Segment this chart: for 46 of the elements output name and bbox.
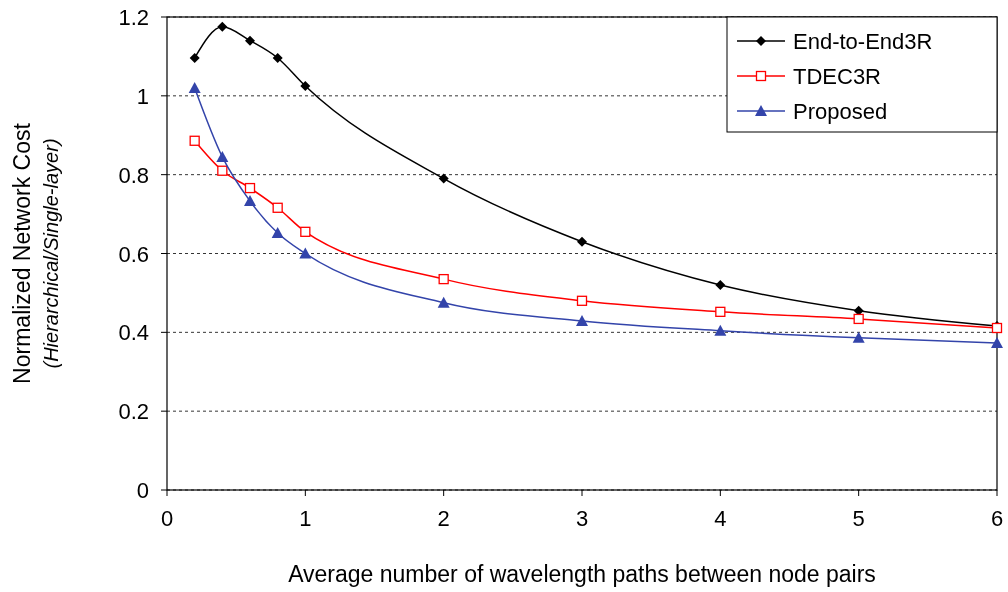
x-tick-label: 0: [160, 506, 174, 531]
point: [853, 313, 864, 325]
point: [189, 135, 200, 146]
x-axis-title: Average number of wavelength paths between node pairs: [288, 561, 876, 587]
point: [852, 331, 865, 343]
point: [438, 173, 449, 184]
legend-label: End-to-End3R: [793, 29, 933, 54]
x-tick-label: 1: [299, 506, 312, 531]
y-axis-title: Normalized Network Cost (Hierarchical/Single-layer): [9, 122, 62, 384]
y-tick-label: 1: [136, 83, 149, 109]
point: [217, 21, 228, 32]
x-tick-label: 5: [852, 506, 865, 531]
point: [577, 236, 587, 247]
x-tick-label: 2: [437, 506, 450, 531]
point: [437, 296, 450, 308]
point: [576, 314, 588, 326]
point: [189, 52, 200, 63]
point: [271, 227, 284, 238]
y-tick-label: 0.4: [118, 320, 149, 346]
point: [216, 150, 229, 162]
point: [272, 52, 283, 63]
y-tick-label: 0: [136, 478, 149, 503]
point: [300, 80, 311, 91]
point: [576, 295, 588, 306]
x-tick-label: 6: [990, 506, 1004, 531]
point: [244, 182, 256, 194]
legend-label: TDEC3R: [793, 64, 882, 89]
point: [245, 35, 255, 46]
point: [272, 202, 283, 213]
y-tick-label: 0.8: [118, 162, 149, 188]
x-tick-label: 3: [575, 506, 589, 531]
point: [217, 165, 228, 176]
point: [438, 273, 449, 285]
legend-label: Proposed: [793, 99, 888, 124]
point: [299, 247, 312, 259]
y-tick-label: 1.2: [118, 5, 149, 30]
point: [714, 324, 727, 336]
point: [715, 306, 726, 317]
point: [991, 336, 1003, 348]
y-tick-label: 0.6: [118, 241, 149, 267]
point: [715, 280, 726, 291]
y-tick-label: 0.2: [118, 399, 149, 425]
point: [188, 81, 201, 93]
point: [300, 226, 311, 237]
point: [244, 195, 256, 207]
x-tick-label: 4: [714, 506, 727, 531]
